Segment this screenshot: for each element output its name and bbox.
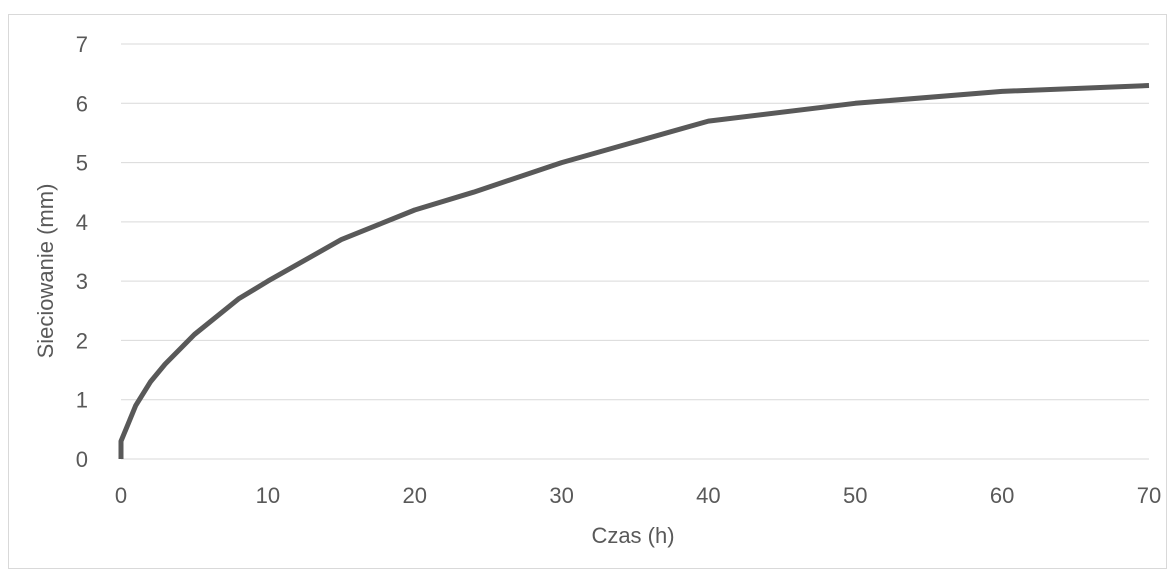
x-tick-label: 30 (549, 483, 573, 508)
y-axis-title: Sieciowanie (mm) (33, 184, 58, 359)
series-line-0 (121, 86, 1149, 460)
y-tick-label: 0 (76, 447, 88, 472)
x-tick-label: 40 (696, 483, 720, 508)
y-tick-label: 6 (76, 91, 88, 116)
y-tick-label: 5 (76, 151, 88, 176)
y-tick-label: 1 (76, 388, 88, 413)
x-tick-label: 0 (115, 483, 127, 508)
y-tick-label: 7 (76, 32, 88, 57)
x-axis-title: Czas (h) (591, 523, 674, 548)
x-tick-label: 60 (990, 483, 1014, 508)
gridlines (121, 44, 1149, 459)
y-axis-ticks: 0 1 2 3 4 5 6 7 (76, 32, 88, 472)
x-tick-label: 70 (1137, 483, 1161, 508)
x-tick-label: 20 (402, 483, 426, 508)
x-tick-label: 10 (256, 483, 280, 508)
y-tick-label: 2 (76, 328, 88, 353)
y-tick-label: 3 (76, 269, 88, 294)
y-tick-label: 4 (76, 210, 88, 235)
series-layer (121, 86, 1149, 460)
x-axis-ticks: 0 10 20 30 40 50 60 70 (115, 483, 1161, 508)
x-tick-label: 50 (843, 483, 867, 508)
